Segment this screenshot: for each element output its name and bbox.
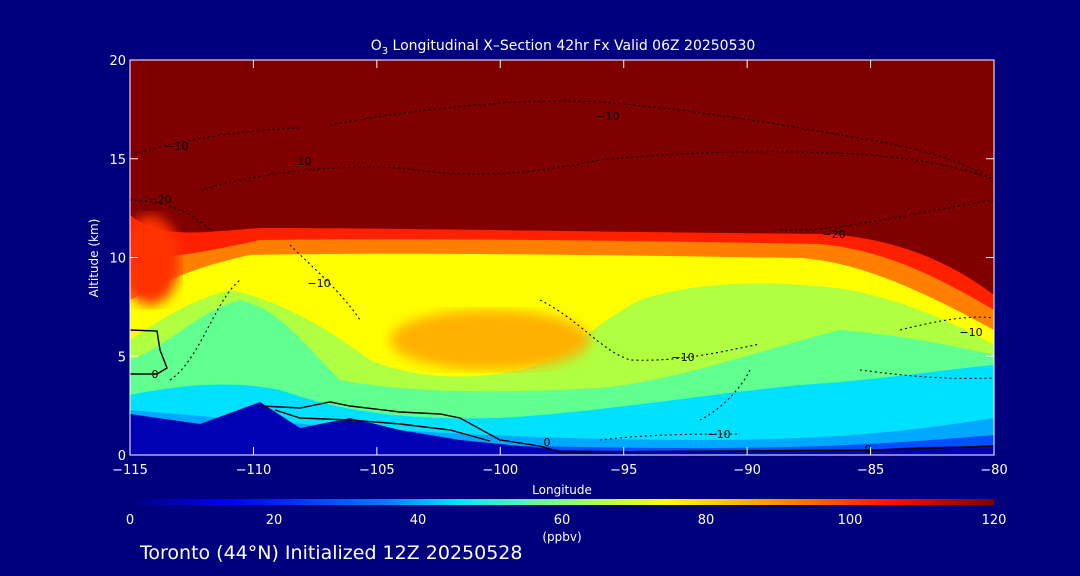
colorbar-tick-label: 20 [266, 513, 283, 528]
contour-label: −10 [596, 110, 619, 123]
contour-line [329, 100, 994, 181]
contour-line [130, 127, 301, 156]
x-tick-label: −115 [112, 463, 148, 478]
x-tick-label: −100 [482, 463, 518, 478]
footer-caption: Toronto (44°N) Initialized 12Z 20250528 [140, 542, 523, 564]
colorbar [130, 499, 994, 505]
x-tick-label: −105 [359, 463, 395, 478]
contour-label: −10 [707, 428, 730, 441]
contour-label: 0 [544, 436, 551, 449]
x-axis-label: Longitude [532, 483, 592, 497]
contour-line [899, 316, 994, 331]
x-tick-label: −80 [980, 463, 1007, 478]
field-orange-upper-left [130, 215, 180, 305]
contour-label-layer: −10 −10 −10 −20 −10 −20 −10 −10 −10 0 0 … [148, 110, 982, 456]
contour-label: 0 [865, 443, 872, 456]
zero-contour-left [130, 329, 168, 375]
y-tick-label: 15 [109, 153, 126, 168]
colorbar-label: (ppbv) [542, 530, 581, 544]
contour-label: −10 [959, 326, 982, 339]
plot-area: −10 −10 −10 −20 −10 −20 −10 −10 −10 0 0 … [130, 60, 994, 456]
contour-label: −10 [307, 277, 330, 290]
y-axis: 0 5 10 15 20 [109, 54, 994, 464]
field-orange-core [390, 310, 590, 370]
y-tick-label: 0 [118, 449, 126, 464]
contour-label: 0 [152, 368, 159, 381]
contour-label: −10 [165, 140, 188, 153]
x-tick-label: −110 [236, 463, 272, 478]
contour-line [169, 279, 241, 381]
x-axis: −115 −110 −105 −100 −95 −90 −85 −80 [112, 60, 1008, 478]
colorbar-ticks: 0 20 40 60 80 100 120 [126, 513, 1007, 528]
colorbar-tick-label: 40 [410, 513, 427, 528]
contour-line [599, 433, 741, 441]
zero-contour-inner [274, 409, 491, 442]
x-tick-label: −85 [857, 463, 884, 478]
colorbar-tick-label: 120 [982, 513, 1007, 528]
x-tick-label: −90 [733, 463, 760, 478]
surface-terrain [130, 402, 994, 455]
contour-label: −20 [822, 228, 845, 241]
contour-label: −10 [671, 351, 694, 364]
zero-contour-main [261, 401, 994, 453]
contour-line [699, 369, 751, 421]
colorbar-tick-label: 100 [838, 513, 863, 528]
zero-contours [130, 329, 994, 453]
x-tick-label: −95 [610, 463, 637, 478]
chart-title: O3 Longitudinal X–Section 42hr Fx Valid … [371, 38, 756, 57]
y-tick-label: 5 [118, 350, 126, 365]
contour-line [289, 244, 361, 321]
y-tick-label: 20 [109, 54, 126, 69]
colorbar-tick-label: 80 [698, 513, 715, 528]
y-tick-label: 10 [109, 252, 126, 267]
contour-label: −20 [148, 193, 171, 206]
colorbar-tick-label: 0 [126, 513, 134, 528]
contour-lines [130, 100, 994, 441]
contour-label: −10 [288, 155, 311, 168]
y-axis-label: Altitude (km) [87, 219, 101, 298]
colorbar-tick-label: 60 [554, 513, 571, 528]
contour-line [199, 151, 994, 191]
